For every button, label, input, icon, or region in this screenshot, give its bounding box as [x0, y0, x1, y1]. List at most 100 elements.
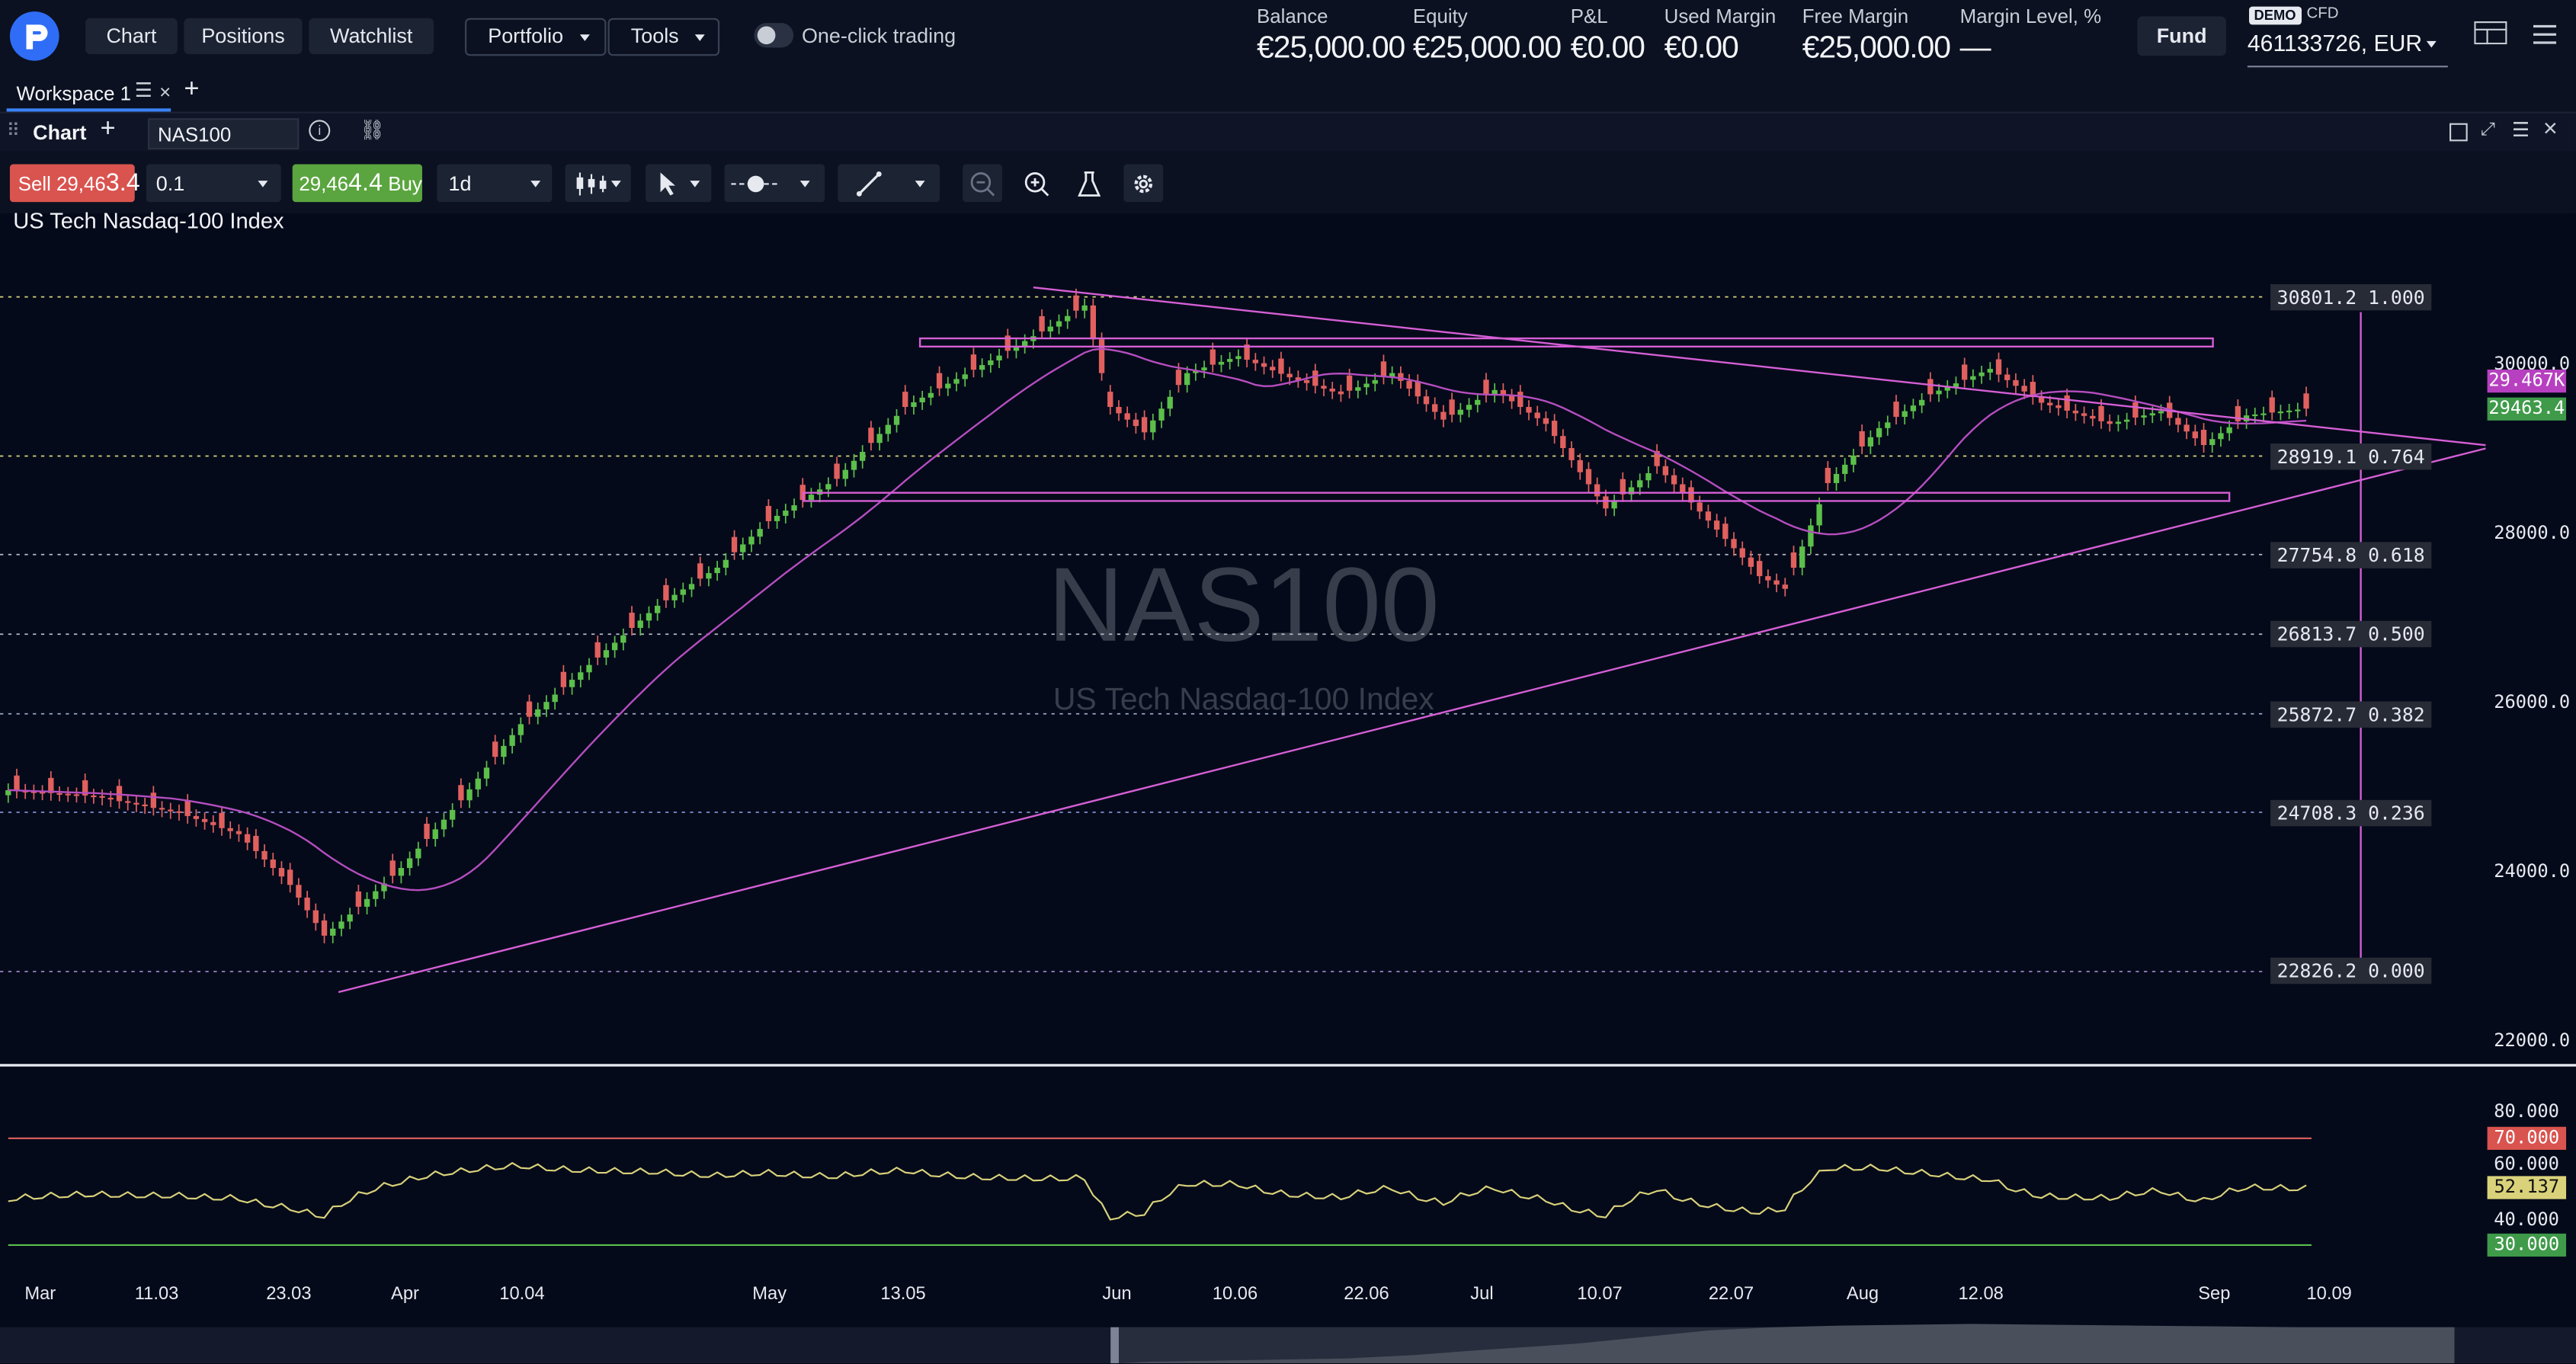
buy-button[interactable]: 29,464.4 Buy — [292, 164, 422, 203]
descending-trendline[interactable] — [1033, 287, 2486, 447]
candle-body — [14, 775, 20, 791]
candle-body — [91, 795, 97, 798]
candle-body — [125, 801, 131, 803]
candle-body — [2175, 418, 2181, 425]
drag-handle-icon[interactable]: ⠿ — [6, 121, 21, 142]
tab-workspace-1[interactable]: Workspace 1 ☰ × — [6, 75, 171, 112]
tools-dropdown[interactable]: Tools — [607, 18, 720, 56]
resistance-box[interactable] — [918, 337, 2214, 348]
candle-body — [2286, 410, 2292, 412]
candle-body — [398, 868, 405, 876]
candle-body — [1825, 467, 1831, 483]
rsi-tick: 40.000 — [2494, 1209, 2559, 1231]
zoom-in-icon — [1024, 172, 1049, 197]
candle-body — [2209, 439, 2216, 446]
candle-body — [1449, 399, 1455, 415]
indicators-button[interactable] — [1069, 165, 1109, 203]
panel-close-icon[interactable]: × — [2542, 114, 2558, 143]
menu-icon[interactable] — [2533, 23, 2557, 44]
metric-value: €25,000.00 — [1412, 30, 1562, 66]
navigator-left-handle[interactable] — [1110, 1327, 1119, 1364]
account-selector[interactable]: 461133726, EUR — [2247, 29, 2448, 68]
candle-body — [415, 848, 421, 859]
account-id: 461133726, EUR — [2247, 29, 2423, 56]
candle-body — [1970, 376, 1976, 380]
candle-body — [928, 392, 934, 398]
candle-body — [1628, 487, 1635, 495]
logo-icon[interactable] — [9, 11, 59, 61]
candle-body — [774, 515, 780, 521]
user-drawings[interactable] — [338, 287, 2486, 994]
candle-body — [535, 709, 541, 717]
list-icon[interactable]: ☰ — [134, 78, 152, 102]
rsi-tick: 80.000 — [2494, 1100, 2559, 1122]
navigator-sparkline — [1115, 1324, 2455, 1364]
info-icon[interactable]: i — [309, 120, 331, 142]
panel-menu-icon[interactable]: ☰ — [2511, 118, 2530, 142]
candle-body — [82, 780, 88, 796]
fib-level-label: 26813.7 0.500 — [2270, 621, 2432, 648]
candle-body — [296, 885, 302, 898]
link-icon[interactable]: ⛓ — [360, 118, 385, 142]
candle-body — [5, 789, 11, 796]
support-box[interactable] — [802, 491, 2231, 502]
nav-watchlist-button[interactable]: Watchlist — [309, 18, 434, 55]
candle-body — [270, 859, 276, 869]
chart-type-button[interactable] — [565, 164, 631, 203]
crosshair-tool-button[interactable] — [724, 164, 825, 203]
candle-body — [219, 812, 225, 828]
timeframe-select[interactable]: 1d — [437, 164, 553, 203]
metric-value: €25,000.00 — [1802, 30, 1951, 66]
sell-button[interactable]: Sell 29,463.4 — [9, 164, 140, 203]
candle-body — [1210, 349, 1216, 365]
portfolio-dropdown[interactable]: Portfolio — [465, 18, 607, 56]
symbol-input[interactable]: NAS100 — [148, 118, 300, 150]
zoom-in-button[interactable] — [1017, 165, 1056, 203]
chart-panel-header: ⠿ Chart + NAS100 i ⛓ ⤢ ☰ × — [0, 111, 2576, 153]
candle-body — [2021, 386, 2027, 392]
zoom-out-button[interactable] — [963, 164, 1002, 203]
flask-icon — [1078, 171, 1101, 197]
quantity-select[interactable]: 0.1 — [146, 164, 281, 203]
candle-body — [364, 898, 370, 907]
metric-label: Free Margin — [1802, 5, 1909, 28]
nav-positions-button[interactable]: Positions — [184, 18, 303, 55]
ascending-trendline[interactable] — [338, 447, 2486, 994]
candle-body — [278, 868, 285, 877]
candle-body — [1833, 473, 1840, 483]
sell-price-pips: 3.4 — [105, 169, 140, 197]
chevron-down-icon — [694, 34, 705, 41]
candle-body — [1620, 479, 1626, 495]
candles-icon — [576, 172, 607, 196]
candle-body — [714, 567, 720, 574]
add-chart-icon[interactable]: + — [100, 114, 116, 143]
candle-body — [1543, 418, 1549, 424]
candle-body — [1081, 305, 1088, 311]
nav-chart-button[interactable]: Chart — [85, 18, 178, 55]
gear-icon — [1134, 175, 1153, 194]
add-workspace-icon[interactable]: + — [184, 75, 200, 104]
settings-button[interactable] — [1123, 164, 1164, 203]
candle-body — [1739, 548, 1745, 558]
maximize-icon[interactable]: ⤢ — [2480, 120, 2495, 140]
candle-body — [509, 735, 515, 746]
fib-level-label: 22826.2 0.000 — [2270, 958, 2432, 985]
chart-area[interactable]: NAS100 US Tech Nasdaq-100 Index — [0, 209, 2576, 1364]
x-tick: Mar — [24, 1284, 56, 1305]
candle-body — [133, 802, 139, 805]
layout-icon[interactable] — [2474, 21, 2507, 45]
candle-body — [1056, 321, 1062, 327]
chevron-down-icon — [579, 34, 590, 41]
candle-body — [1004, 335, 1011, 351]
draw-line-button[interactable] — [838, 164, 940, 203]
fund-button[interactable]: Fund — [2137, 16, 2226, 56]
cursor-tool-button[interactable] — [646, 164, 712, 203]
fib-level-label: 27754.8 0.618 — [2270, 541, 2432, 568]
popout-icon[interactable] — [2449, 123, 2468, 142]
x-tick: 22.06 — [1344, 1284, 1389, 1305]
candle-body — [1756, 561, 1763, 577]
price-chart[interactable]: NAS100 US Tech Nasdaq-100 Index — [0, 213, 2576, 1364]
close-icon[interactable]: × — [159, 80, 171, 104]
candle-body — [671, 594, 678, 600]
one-click-toggle[interactable] — [754, 23, 794, 48]
